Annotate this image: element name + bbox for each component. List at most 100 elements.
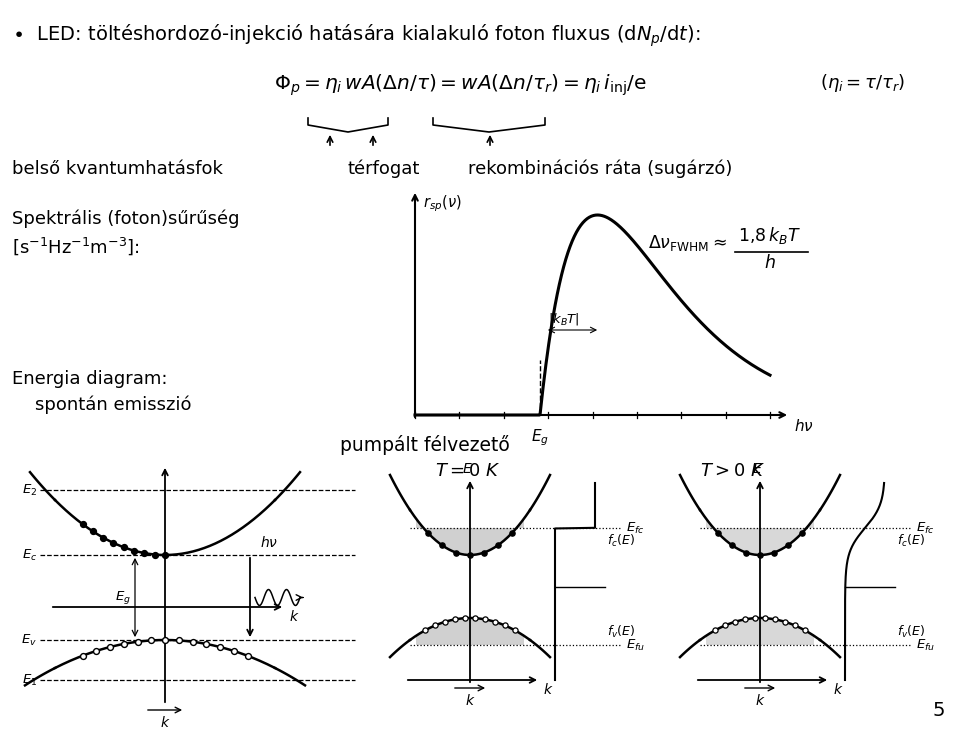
- Text: $E_g$: $E_g$: [115, 589, 131, 606]
- Text: $k$: $k$: [465, 693, 475, 708]
- Point: [240, 650, 255, 662]
- Point: [753, 549, 768, 561]
- Text: $f_c(E)$: $f_c(E)$: [897, 533, 925, 549]
- Point: [787, 620, 803, 631]
- Point: [95, 531, 110, 543]
- Point: [226, 645, 241, 657]
- Point: [757, 612, 773, 624]
- Point: [778, 616, 793, 628]
- Text: $\Delta\nu_{\mathrm{FWHM}} \approx$: $\Delta\nu_{\mathrm{FWHM}} \approx$: [648, 233, 727, 253]
- Point: [434, 539, 449, 551]
- Point: [468, 612, 483, 624]
- Text: $f_v(E)$: $f_v(E)$: [897, 624, 925, 640]
- Point: [798, 624, 813, 636]
- Point: [144, 634, 159, 646]
- Text: [s$^{-1}$Hz$^{-1}$m$^{-3}$]:: [s$^{-1}$Hz$^{-1}$m$^{-3}$]:: [12, 235, 140, 257]
- Point: [157, 634, 173, 646]
- Point: [717, 620, 732, 631]
- Text: $T = 0$ K: $T = 0$ K: [435, 462, 500, 480]
- Point: [507, 624, 522, 636]
- Point: [438, 616, 453, 628]
- Point: [724, 539, 739, 551]
- Text: $h$: $h$: [764, 254, 776, 272]
- Text: $k$: $k$: [543, 682, 554, 697]
- Point: [737, 614, 753, 626]
- Point: [116, 542, 132, 553]
- Text: $E_{fu}$: $E_{fu}$: [626, 637, 645, 653]
- Point: [491, 539, 506, 551]
- Text: spontán emisszió: spontán emisszió: [12, 395, 191, 414]
- Point: [88, 645, 104, 657]
- Text: $\mathit{\Phi}_p = \mathit{\eta}_i\, \mathit{w}\mathit{A}(\Delta\mathit{n}/\math: $\mathit{\Phi}_p = \mathit{\eta}_i\, \ma…: [274, 72, 646, 97]
- Polygon shape: [416, 519, 524, 555]
- Text: $E_1$: $E_1$: [22, 673, 37, 687]
- Text: $E_{fc}$: $E_{fc}$: [626, 520, 644, 536]
- Text: $E$: $E$: [752, 462, 762, 476]
- Point: [767, 614, 782, 626]
- Point: [708, 624, 723, 636]
- Text: $(\mathit{\eta}_i = \mathit{\tau}/\mathit{\tau}_r)$: $(\mathit{\eta}_i = \mathit{\tau}/\mathi…: [820, 72, 905, 94]
- Point: [147, 548, 162, 560]
- Point: [476, 547, 492, 559]
- Point: [136, 547, 152, 559]
- Polygon shape: [706, 618, 814, 645]
- Text: $k$: $k$: [833, 682, 844, 697]
- Point: [447, 614, 463, 626]
- Text: pumpált félvezető: pumpált félvezető: [340, 435, 510, 455]
- Text: Spektrális (foton)sűrűség: Spektrális (foton)sűrűség: [12, 210, 239, 228]
- Point: [728, 616, 743, 628]
- Text: $E_2$: $E_2$: [22, 483, 37, 498]
- Text: $1{,}8\,k_B T$: $1{,}8\,k_B T$: [738, 225, 802, 246]
- Text: $E_v$: $E_v$: [21, 632, 37, 648]
- Point: [477, 614, 492, 626]
- Text: $|k_BT|$: $|k_BT|$: [548, 311, 580, 327]
- Polygon shape: [706, 519, 814, 555]
- Point: [710, 527, 726, 539]
- Text: $r_{sp}(\nu)$: $r_{sp}(\nu)$: [423, 193, 462, 213]
- Point: [766, 547, 781, 559]
- Point: [85, 526, 101, 537]
- Point: [747, 612, 762, 624]
- Point: [427, 620, 443, 631]
- Point: [738, 547, 754, 559]
- Text: $k$: $k$: [755, 693, 765, 708]
- Point: [497, 620, 513, 631]
- Text: $E_{fu}$: $E_{fu}$: [916, 637, 935, 653]
- Text: $E$: $E$: [462, 462, 472, 476]
- Point: [199, 638, 214, 650]
- Text: belső kvantumhatásfok: belső kvantumhatásfok: [12, 160, 223, 178]
- Point: [448, 547, 464, 559]
- Text: $f_c(E)$: $f_c(E)$: [607, 533, 636, 549]
- Text: $h\nu$: $h\nu$: [794, 418, 814, 434]
- Text: $h\nu$: $h\nu$: [260, 535, 278, 550]
- Text: térfogat: térfogat: [347, 160, 420, 179]
- Text: $E_{fc}$: $E_{fc}$: [916, 520, 935, 536]
- Point: [212, 641, 228, 653]
- Point: [75, 518, 90, 530]
- Text: 5: 5: [932, 701, 945, 720]
- Text: $\bullet$  LED: töltéshordozó-injekció hatására kialakuló foton fluxus (d$N_p$/d: $\bullet$ LED: töltéshordozó-injekció ha…: [12, 22, 701, 49]
- Point: [75, 650, 90, 662]
- Point: [463, 549, 478, 561]
- Point: [794, 527, 809, 539]
- Point: [504, 527, 519, 539]
- Point: [103, 641, 118, 653]
- Point: [420, 527, 436, 539]
- Text: $k$: $k$: [159, 715, 170, 730]
- Text: rekombinációs ráta (sugárzó): rekombinációs ráta (sugárzó): [468, 160, 732, 179]
- Point: [116, 638, 132, 650]
- Text: $k$: $k$: [289, 609, 300, 624]
- Text: $E_c$: $E_c$: [22, 548, 37, 562]
- Point: [127, 545, 142, 556]
- Point: [457, 612, 472, 624]
- Point: [106, 537, 121, 549]
- Point: [130, 636, 145, 648]
- Text: $E_g$: $E_g$: [531, 427, 549, 447]
- Text: $f_v(E)$: $f_v(E)$: [607, 624, 636, 640]
- Polygon shape: [416, 618, 524, 645]
- Text: $T > 0$ K: $T > 0$ K: [700, 462, 765, 480]
- Point: [171, 634, 186, 646]
- Point: [418, 624, 433, 636]
- Point: [185, 636, 201, 648]
- Point: [780, 539, 796, 551]
